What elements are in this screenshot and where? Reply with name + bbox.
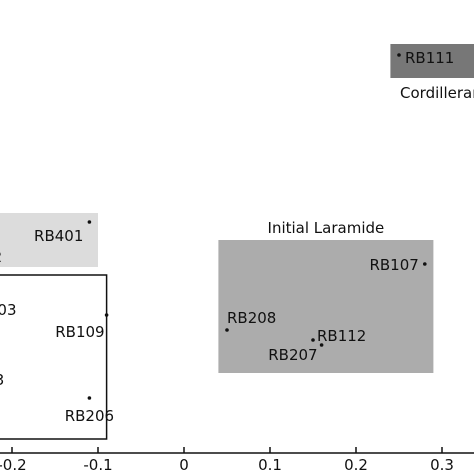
data-point [87, 220, 92, 224]
point-label: RB112 [317, 327, 366, 345]
data-point [104, 313, 109, 317]
data-point [319, 343, 324, 347]
point-label: RB402 [0, 248, 2, 266]
point-label: RB111 [405, 49, 454, 67]
x-tick-label: -0.1 [83, 456, 112, 474]
group-label: Initial Laramide [268, 219, 385, 237]
point-label: RB401 [34, 227, 83, 245]
data-point [311, 338, 315, 342]
point-label: RB109 [55, 323, 104, 341]
group-label: Cordilleran arc [400, 84, 474, 102]
data-point [87, 396, 92, 400]
group-box [218, 240, 434, 373]
point-label: RB206 [65, 407, 114, 425]
point-label: RB207 [268, 346, 317, 364]
x-tick-label: 0 [179, 456, 189, 474]
x-tick-label: 0.3 [430, 456, 454, 474]
group-box [0, 274, 108, 440]
data-point [423, 262, 427, 266]
data-point [225, 328, 229, 332]
point-label: RB107 [369, 256, 418, 274]
point-label: RB113 [0, 371, 4, 389]
x-tick-label: 0.2 [344, 456, 368, 474]
data-point [397, 53, 401, 57]
x-tick-label: 0.1 [258, 456, 282, 474]
point-label: RB103 [0, 301, 16, 319]
x-tick-label: -0.2 [0, 456, 27, 474]
group-box [0, 213, 98, 267]
point-label: RB208 [227, 309, 276, 327]
group-box [390, 44, 474, 78]
